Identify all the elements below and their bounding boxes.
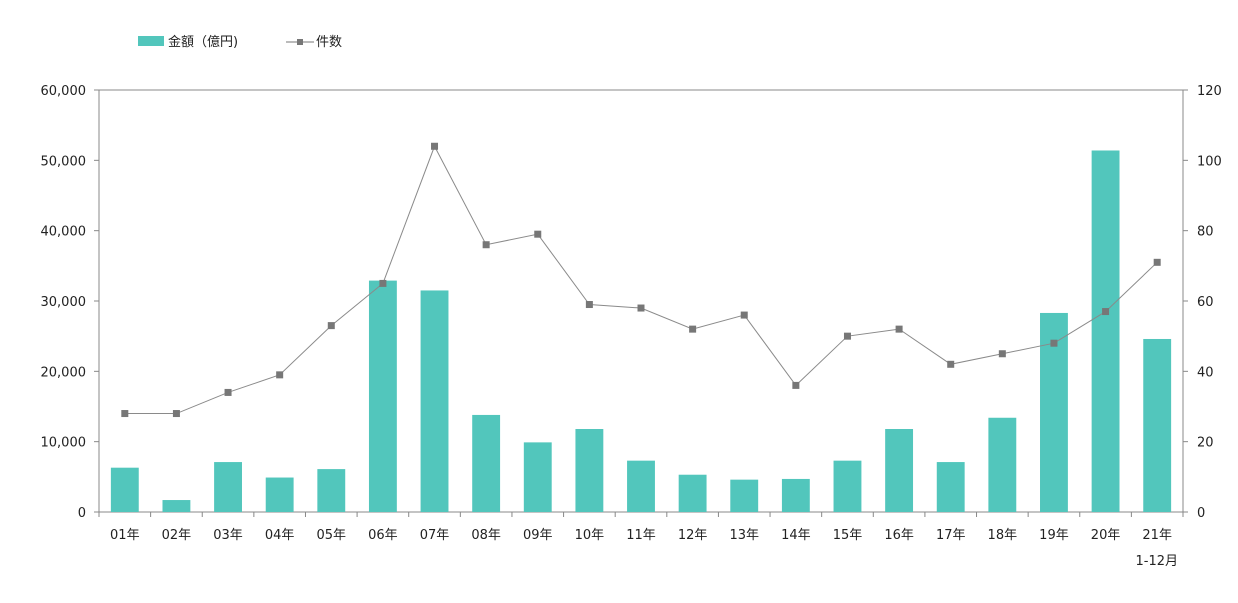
x-tick-label: 02年 (162, 528, 192, 543)
x-tick-label: 16年 (884, 528, 914, 543)
y-right-tick-label: 80 (1197, 225, 1214, 240)
bar-10年 (575, 429, 604, 512)
legend-line-label: 件数 (316, 35, 342, 50)
bar-18年 (988, 417, 1017, 512)
bar-11年 (627, 460, 655, 512)
count-point-18年 (998, 350, 1006, 358)
x-tick-label: 13年 (729, 528, 759, 543)
count-point-06年 (379, 279, 387, 287)
legend-bar-swatch (138, 36, 164, 46)
bar-04年 (265, 477, 294, 512)
x-tick-label: 08年 (471, 528, 501, 543)
x-tick-label: 03年 (213, 528, 243, 543)
x-tick-label: 21年 (1142, 528, 1172, 543)
legend: 金額（億円) 件数 (138, 34, 342, 50)
count-point-13年 (740, 311, 748, 319)
x-tick-label: 09年 (523, 528, 553, 543)
count-point-17年 (947, 360, 955, 368)
y-left-tick-label: 10,000 (41, 436, 87, 451)
count-point-03年 (224, 388, 232, 396)
bar-20年 (1091, 150, 1120, 512)
x-tick-label: 01年 (110, 528, 140, 543)
count-point-04年 (276, 371, 284, 379)
count-point-19年 (1050, 339, 1058, 347)
y-left-tick-label: 60,000 (41, 84, 87, 99)
x-tick-label: 07年 (420, 528, 450, 543)
x-axis: 01年 02年 03年 04年 05年 06年 07年 08年 09年 10年 11年 12年 13年 1… (98, 512, 1184, 543)
count-point-01年 (121, 410, 129, 418)
y-right-tick-label: 100 (1197, 154, 1222, 169)
count-point-21年 (1153, 258, 1161, 266)
bar-05年 (317, 469, 346, 512)
y-left-tick-label: 30,000 (41, 295, 87, 310)
bar-08年 (472, 414, 501, 512)
bar-09年 (523, 442, 552, 512)
y-right-tick-label: 60 (1197, 295, 1214, 310)
bar-06年 (368, 280, 397, 512)
count-point-15年 (843, 332, 851, 340)
x-tick-label: 18年 (988, 528, 1018, 543)
bar-01年 (110, 467, 139, 512)
bar-16年 (885, 429, 914, 512)
x-tick-label: 06年 (368, 528, 398, 543)
x-tick-label: 19年 (1039, 528, 1069, 543)
legend-line-marker (297, 39, 303, 45)
bar-13年 (730, 479, 759, 512)
period-note: 1-12月 (1135, 554, 1178, 569)
y-right-tick-label: 40 (1197, 365, 1214, 380)
bar-02年 (162, 500, 191, 512)
x-tick-label: 05年 (317, 528, 347, 543)
x-tick-label: 14年 (781, 528, 811, 543)
count-point-05年 (327, 322, 335, 330)
x-tick-label: 20年 (1091, 528, 1121, 543)
bar-14年 (781, 478, 810, 512)
bar-07年 (420, 290, 449, 512)
y-axis-left: 0 10,000 20,000 30,000 40,000 50,000 60,000 (41, 84, 99, 521)
y-right-tick-label: 120 (1197, 84, 1222, 99)
y-left-tick-label: 50,000 (41, 154, 87, 169)
count-point-12年 (689, 325, 697, 333)
count-point-02年 (172, 410, 180, 418)
y-left-tick-label: 20,000 (41, 365, 87, 380)
bar-03年 (214, 462, 242, 512)
y-right-tick-label: 20 (1197, 436, 1214, 451)
bar-series (110, 150, 1172, 512)
x-tick-label: 11年 (626, 528, 656, 543)
count-point-16年 (895, 325, 903, 333)
bar-12年 (678, 474, 707, 512)
bar-17年 (936, 462, 965, 512)
count-point-10年 (585, 301, 593, 309)
x-tick-label: 15年 (833, 528, 863, 543)
y-right-tick-label: 0 (1197, 506, 1205, 521)
bar-15年 (833, 460, 862, 512)
y-left-tick-label: 0 (78, 506, 86, 521)
y-left-tick-label: 40,000 (41, 225, 87, 240)
count-point-08年 (482, 241, 490, 249)
bar-21年 (1143, 338, 1172, 512)
x-tick-label: 12年 (678, 528, 708, 543)
x-tick-label: 17年 (936, 528, 966, 543)
x-tick-label: 04年 (265, 528, 295, 543)
count-point-20年 (1102, 308, 1110, 316)
count-point-14年 (792, 381, 800, 389)
count-point-11年 (637, 304, 645, 312)
legend-bar-label: 金額（億円) (168, 34, 238, 50)
line-series (121, 142, 1161, 418)
plot-frame (98, 89, 1184, 513)
x-tick-label: 10年 (575, 528, 605, 543)
count-point-09年 (534, 230, 542, 238)
count-point-07年 (431, 142, 439, 150)
y-axis-right: 0 20 40 60 80 100 120 (1183, 84, 1222, 521)
